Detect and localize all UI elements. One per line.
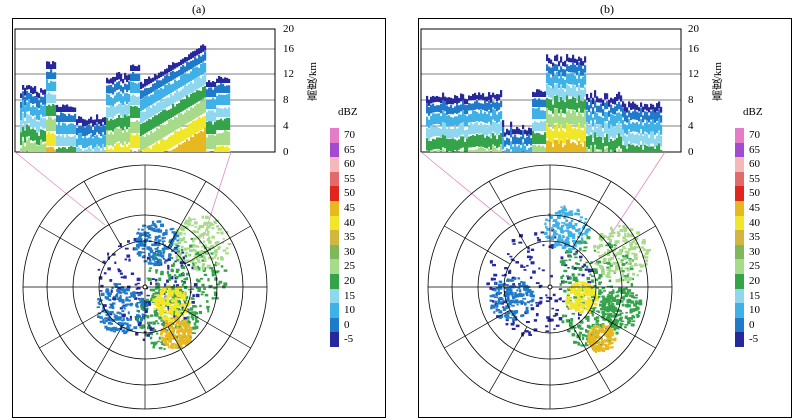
panel-b-colorbar-label: 20 (749, 275, 760, 287)
panel-b-colorbar-label: 30 (749, 245, 760, 258)
panel-a-colorbar-swatch (330, 186, 339, 202)
panel-a-colorbar-label: 40 (344, 216, 355, 229)
panel-b-height-tick: 0 (688, 146, 694, 158)
panel-a-colorbar-swatch (330, 288, 339, 304)
panel-b-height-tick: 8 (688, 94, 694, 106)
panel-a-colorbar-swatch (330, 332, 339, 348)
panel-a-height-tick: 8 (283, 94, 289, 106)
panel-b-colorbar-label: 60 (749, 158, 760, 171)
panel-b-colorbar-swatch (735, 274, 744, 290)
panel-a-colorbar-label: 55 (344, 172, 355, 185)
panel-a-colorbar-swatch (330, 259, 339, 275)
panel-b-colorbar-label: 45 (749, 202, 760, 214)
panel-a-colorbar-swatch (330, 303, 339, 319)
panel-b-colorbar-swatch (735, 128, 744, 144)
panel-b-colorbar-swatch (735, 186, 744, 202)
panel-a-colorbar-label: 25 (344, 260, 355, 273)
panel-b-colorbar-label: 25 (749, 260, 760, 273)
panel-b-colorbar-label: 65 (749, 143, 760, 156)
panel-a-colorbar-label: 35 (344, 231, 355, 244)
panel-a-colorbar-swatch (330, 215, 339, 231)
panel-a-colorbar-label: 45 (344, 202, 355, 214)
panel-a-colorbar-label: 50 (344, 187, 355, 200)
radar-panel-b (418, 18, 792, 418)
panel-a-height-tick: 4 (283, 120, 289, 132)
panel-a-height-tick: 20 (283, 23, 294, 35)
panel-a-colorbar-swatch (330, 317, 339, 333)
panel-b-colorbar-swatch (735, 332, 744, 348)
panel-a-colorbar-label: 0 (344, 318, 350, 331)
panel-b-height-tick: 12 (688, 68, 699, 80)
panel-b-colorbar-label: 40 (749, 216, 760, 229)
panel-a-colorbar-title: dBZ (338, 106, 358, 118)
panel-a-colorbar-swatch (330, 244, 339, 260)
panel-b-height-axis-title: 高度/km (712, 62, 724, 102)
panel-b-colorbar-swatch (735, 215, 744, 231)
panel-a-colorbar-label: 65 (344, 143, 355, 156)
panel-a-height-tick: 12 (283, 68, 294, 80)
ppi-scan (22, 164, 268, 410)
panel-a-colorbar-label: 70 (344, 129, 355, 141)
panel-a-colorbar-swatch (330, 171, 339, 187)
panel-a-colorbar-label: 15 (344, 289, 355, 302)
radar-panel-a (12, 18, 386, 418)
panel-b-colorbar-label: 50 (749, 187, 760, 200)
panel-b-colorbar-swatch (735, 230, 744, 246)
panel-a-colorbar-label: 60 (344, 158, 355, 171)
panel-b-colorbar-swatch (735, 317, 744, 333)
panel-b-height-tick: 4 (688, 120, 694, 132)
panel-a-height-tick: 0 (283, 146, 289, 158)
panel-b-colorbar-title: dBZ (743, 106, 763, 118)
panel-b-height-tick: 20 (688, 23, 699, 35)
panel-b-colorbar-label: -5 (749, 333, 759, 346)
radar-graphic-a (14, 28, 276, 410)
vertical-section (420, 28, 682, 153)
panel-a-colorbar-swatch (330, 201, 339, 217)
radar-graphic-b (420, 28, 682, 410)
panel-a-colorbar-swatch (330, 230, 339, 246)
panel-b-colorbar-swatch (735, 288, 744, 304)
panel-b-colorbar-label: 10 (749, 304, 760, 317)
panel-b-colorbar-swatch (735, 171, 744, 187)
panel-a-colorbar-label: 30 (344, 245, 355, 258)
panel-b-colorbar-label: 35 (749, 231, 760, 244)
panel-b-colorbar-label: 15 (749, 289, 760, 302)
panel-b-colorbar-swatch (735, 244, 744, 260)
panel-b-colorbar-swatch (735, 142, 744, 158)
panel-a-colorbar-label: -5 (344, 333, 354, 346)
panel-b-colorbar-label: 55 (749, 172, 760, 185)
vertical-section (14, 28, 276, 153)
panel-b-colorbar-swatch (735, 303, 744, 319)
panel-a-colorbar-label: 20 (344, 275, 355, 287)
panel-b-colorbar-swatch (735, 259, 744, 275)
panel-a-height-tick: 16 (283, 43, 294, 55)
panel-label-a: (a) (192, 2, 206, 16)
panel-a-colorbar-swatch (330, 128, 339, 144)
panel-b-colorbar-swatch (735, 157, 744, 173)
panel-a-height-axis-title: 高度/km (307, 62, 319, 102)
ppi-scan (427, 164, 673, 410)
panel-b-colorbar-swatch (735, 201, 744, 217)
panel-a-colorbar-swatch (330, 274, 339, 290)
panel-a-colorbar-swatch (330, 142, 339, 158)
panel-a-colorbar-label: 10 (344, 304, 355, 317)
panel-b-colorbar-label: 0 (749, 318, 755, 331)
panel-a-colorbar-swatch (330, 157, 339, 173)
panel-b-height-tick: 16 (688, 43, 699, 55)
panel-label-b: (b) (600, 2, 614, 16)
panel-b-colorbar-label: 70 (749, 129, 760, 141)
